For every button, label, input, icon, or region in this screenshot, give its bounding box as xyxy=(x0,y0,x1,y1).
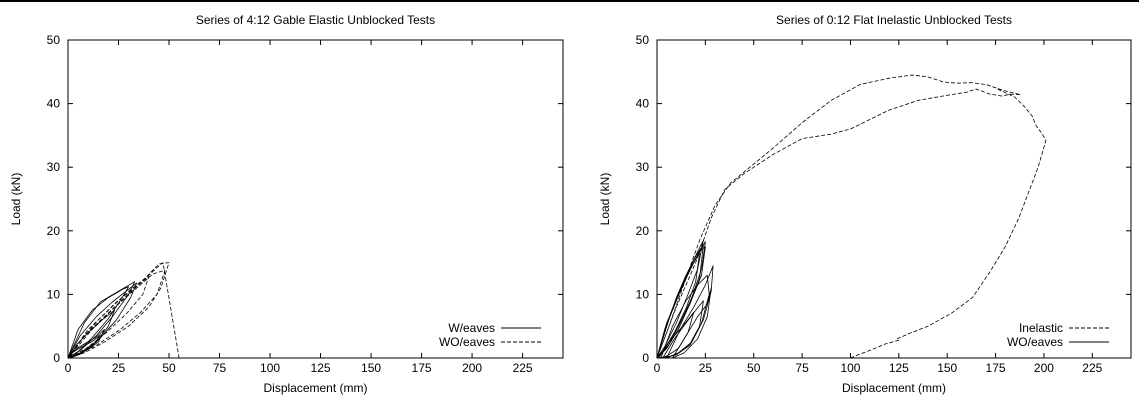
y-axis-label: Load (kN) xyxy=(598,173,612,226)
x-tick-label: 175 xyxy=(986,361,1006,375)
y-tick-label: 40 xyxy=(47,97,61,111)
chart-panel-2: Series of 0:12 Flat Inelastic Unblocked … xyxy=(598,13,1132,395)
y-tick-label: 50 xyxy=(47,33,61,47)
x-tick-label: 150 xyxy=(937,361,957,375)
x-tick-label: 25 xyxy=(112,361,126,375)
series-line xyxy=(660,274,710,359)
x-tick-label: 0 xyxy=(65,361,72,375)
series-line xyxy=(67,269,166,359)
x-tick-label: 100 xyxy=(840,361,860,375)
x-tick-label: 125 xyxy=(889,361,909,375)
x-tick-label: 175 xyxy=(412,361,432,375)
series-line xyxy=(658,311,695,359)
x-tick-label: 150 xyxy=(361,361,381,375)
y-tick-label: 0 xyxy=(53,351,60,365)
y-axis-label: Load (kN) xyxy=(9,173,23,226)
plot-frame xyxy=(656,39,1132,359)
plot-frame xyxy=(67,39,564,359)
series-line xyxy=(656,241,706,359)
x-tick-label: 125 xyxy=(311,361,331,375)
x-tick-label: 75 xyxy=(213,361,227,375)
x-axis-label: Displacement (mm) xyxy=(842,381,946,395)
chart-panel-1: Series of 4:12 Gable Elastic Unblocked T… xyxy=(9,13,564,395)
y-tick-label: 0 xyxy=(642,351,649,365)
x-tick-label: 225 xyxy=(1082,361,1102,375)
series-2 xyxy=(67,262,180,359)
chart-title: Series of 0:12 Flat Inelastic Unblocked … xyxy=(776,13,1012,27)
x-tick-label: 225 xyxy=(513,361,533,375)
series-line xyxy=(67,329,105,359)
y-tick-label: 20 xyxy=(47,224,61,238)
series-line xyxy=(67,276,150,359)
y-tick-label: 10 xyxy=(636,287,650,301)
series-line xyxy=(656,239,704,359)
y-tick-label: 20 xyxy=(636,224,650,238)
legend-label: Inelastic xyxy=(1019,321,1063,335)
legend-label: WO/eaves xyxy=(439,335,495,349)
legend-label: W/eaves xyxy=(448,321,495,335)
series-line xyxy=(656,246,706,359)
series-line xyxy=(662,300,704,359)
series-1 xyxy=(67,281,138,359)
series-line xyxy=(672,287,712,359)
legend-label: WO/eaves xyxy=(1007,335,1063,349)
x-tick-label: 100 xyxy=(260,361,280,375)
chart-title: Series of 4:12 Gable Elastic Unblocked T… xyxy=(196,13,435,27)
series-line xyxy=(850,88,1047,359)
y-tick-label: 30 xyxy=(47,160,61,174)
series-line xyxy=(67,282,138,359)
x-axis-label: Displacement (mm) xyxy=(263,381,367,395)
x-tick-label: 50 xyxy=(162,361,176,375)
x-tick-label: 75 xyxy=(795,361,809,375)
series-line xyxy=(67,262,170,359)
top-rule xyxy=(0,0,1139,2)
y-tick-label: 40 xyxy=(636,97,650,111)
x-tick-label: 25 xyxy=(699,361,713,375)
series-1 xyxy=(656,74,1047,359)
x-tick-label: 0 xyxy=(654,361,661,375)
series-line xyxy=(656,74,1022,359)
x-tick-label: 200 xyxy=(462,361,482,375)
y-tick-label: 50 xyxy=(636,33,650,47)
x-tick-label: 50 xyxy=(747,361,761,375)
y-tick-label: 30 xyxy=(636,160,650,174)
series-line xyxy=(67,281,136,359)
x-tick-label: 200 xyxy=(1034,361,1054,375)
series-2 xyxy=(656,239,714,359)
y-tick-label: 10 xyxy=(47,287,61,301)
